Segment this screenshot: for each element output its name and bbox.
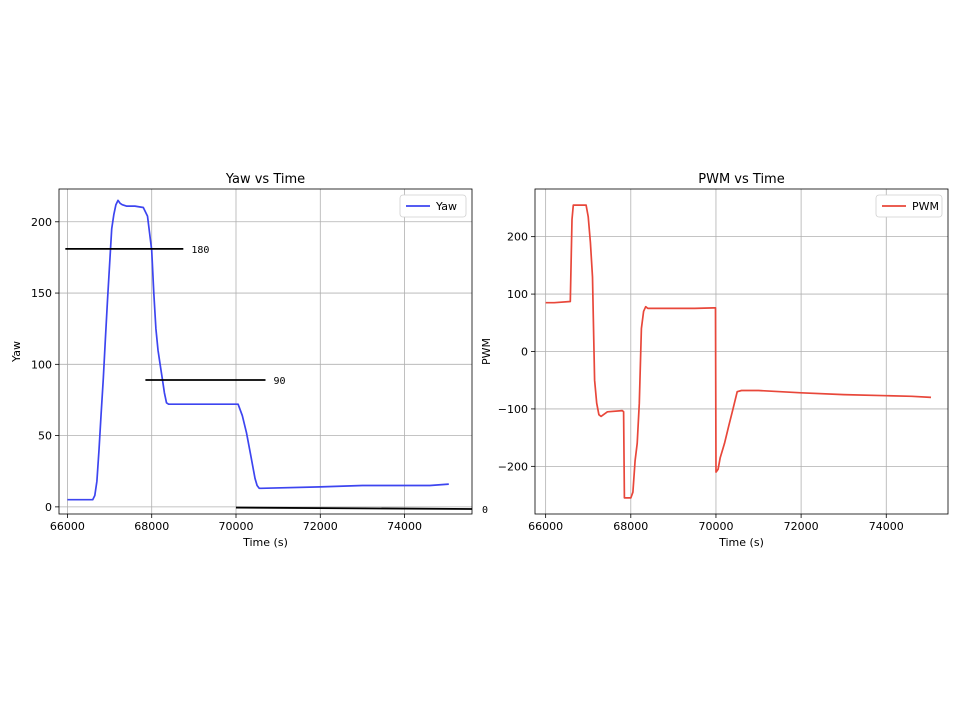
x-tick-label: 68000 bbox=[613, 520, 648, 533]
chart-title: PWM vs Time bbox=[698, 172, 784, 187]
y-tick-label: −100 bbox=[498, 403, 528, 416]
chart-pwm: 66000 68000 70000 72000 74000 −200 −100 0 100 200… bbox=[480, 172, 949, 549]
legend-label: Yaw bbox=[435, 200, 457, 213]
y-tick-label: 0 bbox=[45, 501, 52, 514]
chart-yaw: 66000 68000 70000 72000 74000 0 50 100 150 200 180… bbox=[10, 172, 488, 549]
x-tick-label: 74000 bbox=[869, 520, 904, 533]
legend-box bbox=[875, 194, 943, 218]
legend: PWM bbox=[875, 194, 943, 218]
x-tick-label: 66000 bbox=[50, 520, 85, 533]
x-axis-label: Time (s) bbox=[718, 536, 764, 549]
y-tick-label: 50 bbox=[38, 430, 52, 443]
reference-line-0 bbox=[235, 506, 473, 510]
y-tick-label: 200 bbox=[507, 231, 528, 244]
legend-box bbox=[399, 194, 467, 218]
series-line-yaw bbox=[67, 199, 449, 501]
legend-label: PWM bbox=[912, 200, 939, 213]
reference-label-0: 0 bbox=[482, 505, 488, 516]
y-tick-label: 100 bbox=[507, 288, 528, 301]
y-axis-label: PWM bbox=[480, 338, 493, 365]
y-tick-label: 100 bbox=[31, 358, 52, 371]
series-line-pwm bbox=[545, 204, 932, 499]
x-axis-label: Time (s) bbox=[242, 536, 288, 549]
legend: Yaw bbox=[399, 194, 467, 218]
reference-label-90: 90 bbox=[274, 376, 286, 387]
plot-frame bbox=[58, 188, 473, 515]
x-tick-label: 72000 bbox=[303, 520, 338, 533]
x-tick-label: 72000 bbox=[784, 520, 819, 533]
x-tick-label: 74000 bbox=[387, 520, 422, 533]
x-tick-label: 70000 bbox=[698, 520, 733, 533]
y-tick-label: −200 bbox=[498, 460, 528, 473]
y-axis-label: Yaw bbox=[10, 341, 23, 363]
y-tick-label: 0 bbox=[521, 346, 528, 359]
chart-title: Yaw vs Time bbox=[225, 172, 305, 187]
y-tick-label: 200 bbox=[31, 216, 52, 229]
x-tick-label: 68000 bbox=[134, 520, 169, 533]
reference-label-180: 180 bbox=[191, 245, 209, 256]
y-tick-label: 150 bbox=[31, 287, 52, 300]
x-tick-label: 66000 bbox=[528, 520, 563, 533]
plot-frame bbox=[534, 188, 949, 515]
x-tick-label: 70000 bbox=[219, 520, 254, 533]
